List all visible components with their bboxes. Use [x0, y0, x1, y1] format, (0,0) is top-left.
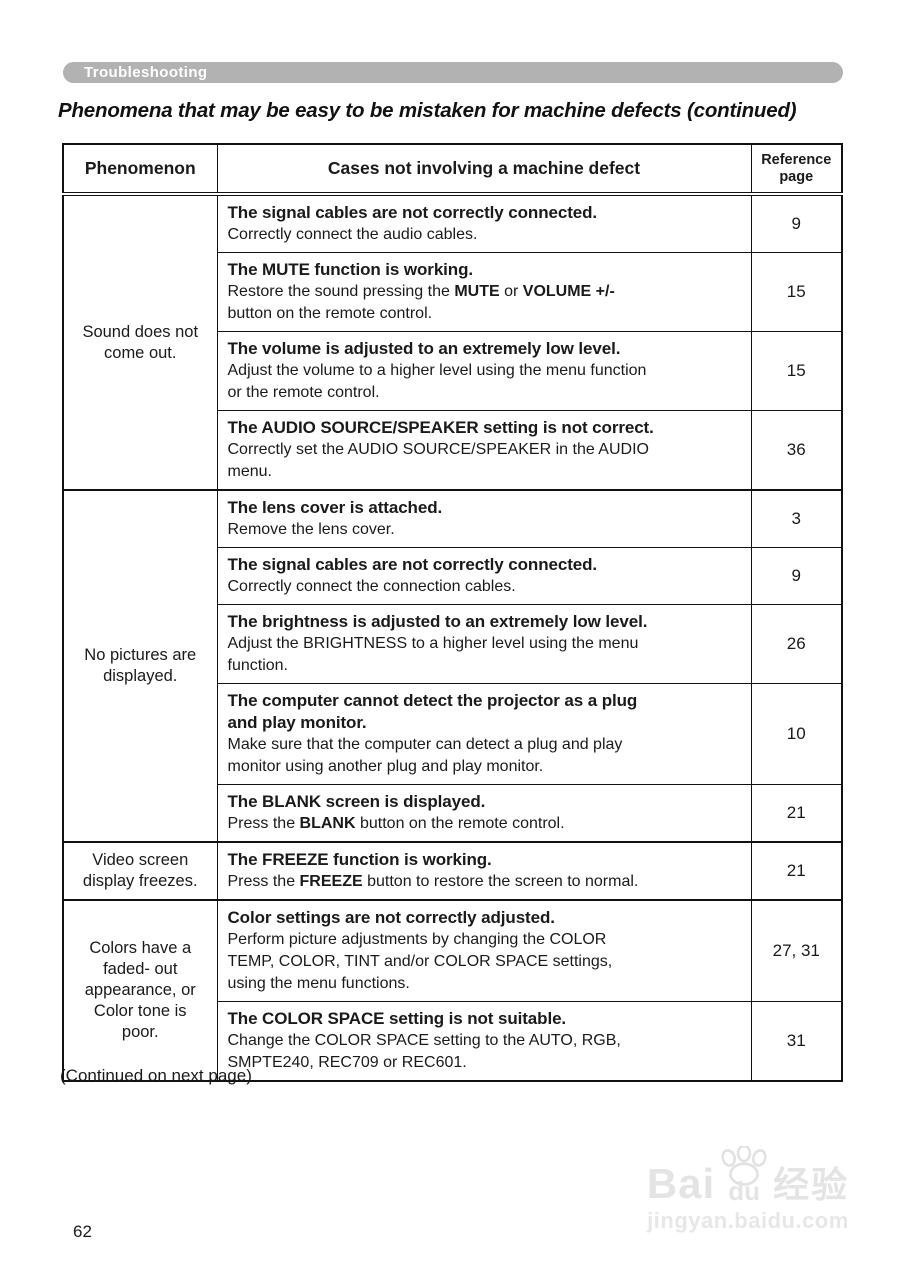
reference-page-cell: 21 — [750, 841, 843, 901]
case-cell: Color settings are not correctly adjuste… — [216, 899, 752, 1002]
case-body: Press the BLANK button on the remote con… — [227, 815, 565, 832]
reference-page-cell: 21 — [750, 784, 843, 843]
case-cell: The AUDIO SOURCE/SPEAKER setting is not … — [216, 410, 752, 491]
phenomenon-cell: Colors have a faded- out appearance, or Col… — [62, 899, 218, 1082]
case-heading: The brightness is adjusted to an extreme… — [227, 612, 648, 631]
case-cell: The signal cables are not correctly conn… — [216, 547, 752, 605]
reference-page-cell: 31 — [750, 1001, 843, 1082]
reference-page-cell: 26 — [750, 604, 843, 684]
reference-page-cell: 15 — [750, 331, 843, 411]
table-row: The volume is adjusted to an extremely l… — [63, 331, 843, 411]
table-row: No pictures are displayed. The lens cover … — [62, 489, 843, 843]
header-phenomenon: Phenomenon — [62, 143, 218, 196]
case-cell: The MUTE function is working. Restore the… — [216, 252, 752, 332]
case-body: Make sure that the computer can detect a… — [227, 736, 623, 775]
table-row: Video screen display freezes. The FREEZE f… — [62, 841, 843, 901]
case-heading: The signal cables are not correctly conn… — [227, 555, 598, 574]
section-header-pill: Troubleshooting — [63, 62, 843, 83]
table-row: Sound does not come out. The signal cables… — [62, 193, 843, 491]
case-heading: The lens cover is attached. — [227, 498, 443, 517]
table-row: Colors have a faded- out appearance, or Col… — [62, 899, 843, 1082]
case-body: Press the FREEZE button to restore the s… — [227, 873, 639, 890]
table-row: The COLOR SPACE setting is not suitable.… — [63, 1001, 843, 1082]
troubleshooting-table: Phenomenon Cases not involving a machine… — [62, 143, 843, 1082]
case-body: Change the COLOR SPACE setting to the AU… — [227, 1032, 621, 1071]
case-body: Remove the lens cover. — [227, 521, 395, 538]
table-row: The computer cannot detect the projector… — [63, 683, 843, 785]
header-reference-page: Reference page — [750, 143, 843, 196]
case-heading: The FREEZE function is working. — [227, 850, 492, 869]
case-cell: The FREEZE function is working. Press the… — [216, 841, 752, 901]
phenomenon-cell: No pictures are displayed. — [62, 489, 218, 843]
case-heading: The signal cables are not correctly conn… — [227, 203, 598, 222]
case-body: Correctly connect the audio cables. — [227, 226, 478, 243]
case-heading: The AUDIO SOURCE/SPEAKER setting is not … — [227, 418, 654, 437]
watermark-brand-bai: Bai — [646, 1160, 716, 1207]
reference-page-cell: 27, 31 — [750, 899, 843, 1002]
page-title: Phenomena that may be easy to be mistake… — [58, 99, 797, 122]
case-heading: The computer cannot detect the projector… — [227, 691, 638, 732]
header-cases: Cases not involving a machine defect — [216, 143, 752, 196]
case-body: Restore the sound pressing the MUTE or V… — [227, 283, 615, 322]
table-row: The BLANK screen is displayed. Press the … — [63, 784, 843, 843]
case-heading: Color settings are not correctly adjuste… — [227, 908, 555, 927]
baidu-watermark: Bai du 经验 jingyan.baidu.com — [634, 1146, 862, 1234]
watermark-logo: Bai du 经验 — [634, 1146, 862, 1207]
case-heading: The MUTE function is working. — [227, 260, 474, 279]
reference-page-cell: 15 — [750, 252, 843, 332]
case-heading: The volume is adjusted to an extremely l… — [227, 339, 621, 358]
section-label: Troubleshooting — [84, 64, 208, 81]
reference-page-cell: 9 — [750, 193, 843, 253]
table-row: The AUDIO SOURCE/SPEAKER setting is not … — [63, 410, 843, 491]
reference-page-cell: 3 — [750, 489, 843, 548]
phenomenon-cell: Video screen display freezes. — [62, 841, 218, 901]
watermark-url: jingyan.baidu.com — [647, 1208, 849, 1233]
case-cell: The volume is adjusted to an extremely l… — [216, 331, 752, 411]
case-cell: The BLANK screen is displayed. Press the … — [216, 784, 752, 843]
case-cell: The lens cover is attached. Remove the le… — [216, 489, 752, 548]
case-body: Correctly connect the connection cables. — [227, 578, 516, 595]
continued-note: (Continued on next page) — [60, 1066, 252, 1085]
table-row: The brightness is adjusted to an extreme… — [63, 604, 843, 684]
case-cell: The computer cannot detect the projector… — [216, 683, 752, 785]
phenomenon-cell: Sound does not come out. — [62, 193, 218, 491]
watermark-brand-du: du — [728, 1176, 761, 1206]
case-body: Correctly set the AUDIO SOURCE/SPEAKER i… — [227, 441, 649, 480]
case-body: Perform picture adjustments by changing … — [227, 931, 613, 992]
reference-page-cell: 9 — [750, 547, 843, 605]
table-body: Sound does not come out. The signal cables… — [62, 193, 843, 1082]
case-cell: The signal cables are not correctly conn… — [216, 193, 752, 253]
reference-page-cell: 36 — [750, 410, 843, 491]
case-cell: The brightness is adjusted to an extreme… — [216, 604, 752, 684]
case-body: Adjust the BRIGHTNESS to a higher level … — [227, 635, 639, 674]
case-cell: The COLOR SPACE setting is not suitable.… — [216, 1001, 752, 1082]
page-number: 62 — [73, 1222, 92, 1241]
watermark-brand-cn: 经验 — [773, 1164, 850, 1205]
paw-icon — [721, 1146, 767, 1186]
table-row: The MUTE function is working. Restore the… — [63, 252, 843, 332]
case-heading: The BLANK screen is displayed. — [227, 792, 486, 811]
reference-page-cell: 10 — [750, 683, 843, 785]
table-header-row: Phenomenon Cases not involving a machine… — [62, 143, 843, 196]
case-body: Adjust the volume to a higher level usin… — [227, 362, 647, 401]
case-heading: The COLOR SPACE setting is not suitable. — [227, 1009, 567, 1028]
